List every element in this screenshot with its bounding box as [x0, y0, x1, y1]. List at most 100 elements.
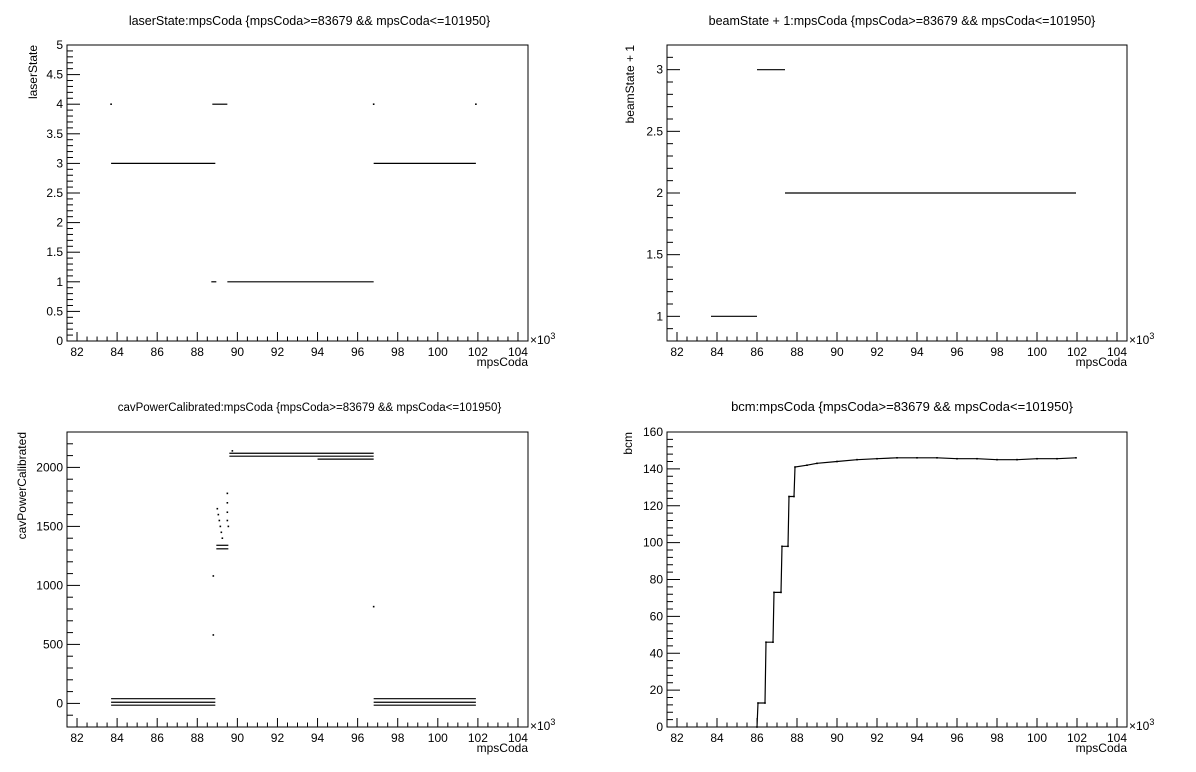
plot-frame	[66, 431, 529, 728]
x-multiplier-label: ×103	[1129, 331, 1154, 347]
x-tick-label: 86	[151, 345, 165, 359]
y-tick-label: 0	[656, 720, 663, 734]
x-tick-label: 94	[910, 345, 924, 359]
data-point	[816, 462, 818, 465]
chart-title: laserState:mpsCoda {mpsCoda>=83679 && mp…	[129, 14, 490, 28]
y-tick-label: 2	[656, 186, 663, 200]
plot-frame	[66, 44, 529, 342]
data-point	[226, 519, 229, 522]
data-point	[764, 702, 766, 704]
y-tick-label: 3	[56, 156, 63, 170]
x-tick-label: 84	[110, 731, 124, 745]
data-point	[976, 457, 978, 460]
x-tick-label: 84	[710, 345, 724, 359]
y-tick-label: 120	[643, 499, 663, 513]
data-point	[372, 605, 375, 608]
data-point	[793, 495, 795, 498]
x-tick-label: 92	[271, 731, 285, 745]
x-tick-label: 96	[351, 731, 365, 745]
chart-title: beamState + 1:mpsCoda {mpsCoda>=83679 &&…	[709, 14, 1096, 28]
data-point	[475, 103, 477, 105]
x-multiplier-exp: 3	[1149, 717, 1154, 727]
data-point	[794, 466, 796, 468]
data-point	[1016, 458, 1018, 461]
data-point	[772, 641, 774, 643]
data-point	[221, 537, 224, 539]
x-tick-label: 84	[110, 345, 124, 359]
x-tick-label: 88	[790, 731, 804, 745]
data-point	[896, 457, 898, 459]
y-tick-label: 3.5	[46, 127, 63, 141]
x-tick-label: 104	[1107, 345, 1127, 359]
x-tick-label: 96	[950, 731, 964, 745]
y-tick-label: 3	[656, 63, 663, 77]
x-tick-label: 94	[311, 345, 325, 359]
data-point	[916, 457, 918, 459]
data-point	[757, 702, 759, 704]
x-tick-label: 88	[191, 345, 205, 359]
y-tick-label: 0	[56, 696, 63, 710]
y-tick-label: 2.5	[46, 186, 63, 200]
data-point	[226, 511, 229, 514]
y-axis-label: cavPowerCalibrated	[15, 432, 29, 539]
x-multiplier-base: ×10	[530, 719, 551, 733]
data-point	[856, 458, 858, 461]
chart-title: cavPowerCalibrated:mpsCoda {mpsCoda>=836…	[118, 402, 502, 414]
data-point	[227, 525, 230, 528]
x-tick-label: 98	[391, 731, 405, 745]
bcm-panel: bcm:mpsCoda {mpsCoda>=83679 && mpsCoda<=…	[621, 399, 1154, 755]
x-multiplier-base: ×10	[1129, 719, 1150, 733]
data-point	[806, 464, 808, 466]
x-tick-label: 98	[990, 345, 1004, 359]
y-tick-label: 1000	[36, 578, 63, 592]
chart-title: bcm:mpsCoda {mpsCoda>=83679 && mpsCoda<=…	[731, 399, 1073, 414]
data-point	[876, 457, 878, 460]
x-tick-label: 94	[910, 731, 924, 745]
y-tick-label: 0.5	[46, 304, 63, 318]
y-tick-label: 1	[656, 309, 663, 323]
data-point	[781, 545, 783, 548]
x-axis-label: mpsCoda	[1076, 355, 1128, 369]
x-tick-label: 102	[468, 345, 488, 359]
y-tick-label: 1.5	[646, 248, 663, 262]
y-tick-label: 2.5	[646, 124, 663, 138]
y-tick-label: 5	[56, 38, 63, 52]
data-point	[217, 513, 220, 516]
y-tick-label: 1	[56, 275, 63, 289]
x-tick-label: 98	[391, 345, 405, 359]
x-axis-label: mpsCoda	[477, 741, 529, 755]
x-tick-label: 104	[1107, 731, 1127, 745]
x-multiplier-base: ×10	[530, 333, 551, 347]
y-axis-label: beamState + 1	[623, 45, 637, 124]
x-tick-label: 102	[1067, 345, 1087, 359]
x-tick-label: 98	[990, 731, 1004, 745]
cavpower-panel: cavPowerCalibrated:mpsCoda {mpsCoda>=836…	[15, 402, 555, 755]
x-tick-label: 100	[1027, 345, 1047, 359]
data-point	[787, 545, 789, 548]
data-series-line	[756, 457, 1077, 728]
y-tick-label: 60	[650, 609, 664, 623]
y-tick-label: 2000	[36, 460, 63, 474]
y-tick-label: 20	[650, 683, 664, 697]
data-point	[216, 507, 219, 510]
data-point	[780, 591, 782, 594]
data-point	[936, 457, 938, 459]
x-tick-label: 96	[351, 345, 365, 359]
x-tick-label: 88	[790, 345, 804, 359]
data-point	[756, 726, 758, 728]
x-tick-label: 102	[468, 731, 488, 745]
data-point	[218, 519, 221, 522]
y-tick-label: 140	[643, 462, 663, 476]
y-tick-label: 2	[56, 216, 63, 230]
x-multiplier-exp: 3	[550, 717, 555, 727]
x-tick-label: 90	[830, 345, 844, 359]
y-tick-label: 100	[643, 536, 663, 550]
data-point	[226, 502, 229, 504]
x-multiplier-label: ×103	[530, 331, 555, 347]
x-tick-label: 86	[151, 731, 165, 745]
y-tick-label: 4	[56, 97, 63, 111]
x-tick-label: 104	[508, 731, 528, 745]
x-tick-label: 100	[428, 345, 448, 359]
x-multiplier-exp: 3	[1149, 331, 1154, 341]
